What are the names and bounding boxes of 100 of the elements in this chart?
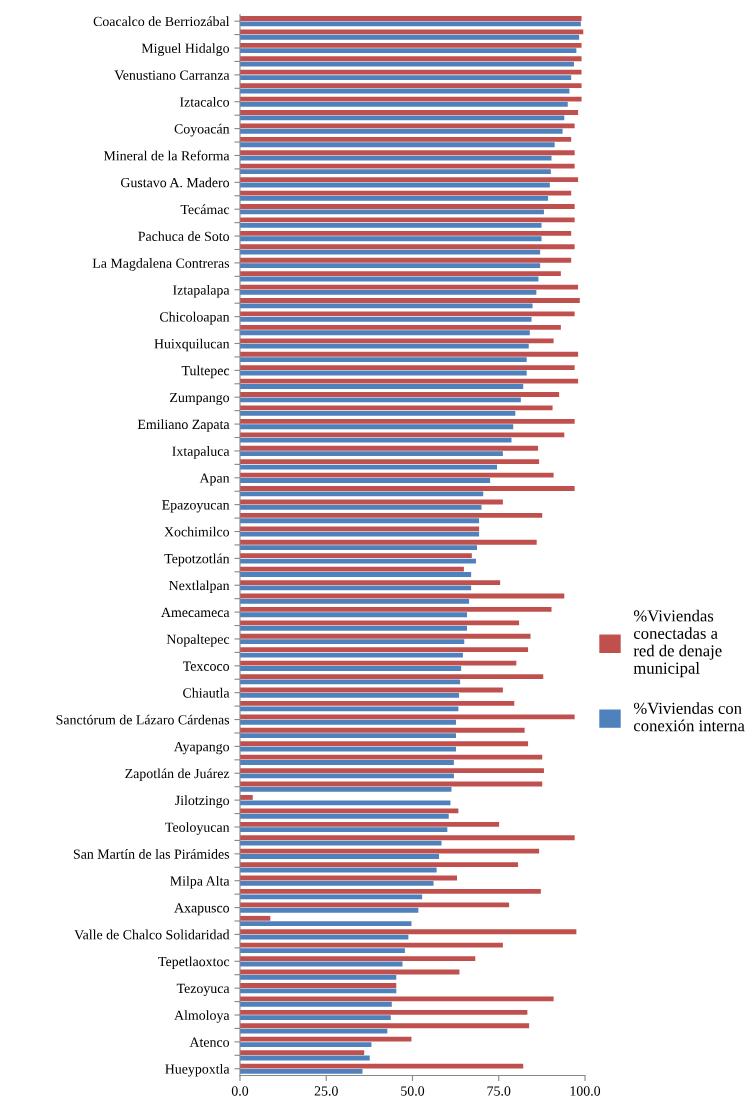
bar <box>240 222 542 228</box>
y-tick-label: Teoloyucan <box>165 822 230 835</box>
bar <box>240 741 529 747</box>
bar <box>240 263 541 269</box>
bar <box>240 1069 363 1074</box>
bar <box>240 840 442 846</box>
bar <box>240 633 531 639</box>
bar <box>240 478 491 483</box>
y-tick-label: Iztapalapa <box>173 284 230 298</box>
bar <box>240 1009 528 1015</box>
bar <box>240 123 575 129</box>
bar <box>240 142 555 148</box>
bar <box>240 800 451 806</box>
bar <box>240 827 448 833</box>
bar <box>240 298 580 303</box>
y-tick-label: Emiliano Zapata <box>137 419 230 432</box>
bar <box>240 1023 530 1029</box>
bar <box>240 625 468 631</box>
y-tick-label: Venustiano Carranza <box>114 70 230 80</box>
bar <box>240 701 515 706</box>
bar <box>240 934 409 940</box>
bar <box>240 378 579 384</box>
bar <box>240 996 554 1002</box>
y-tick-label: Apan <box>199 473 230 486</box>
bar <box>240 437 512 443</box>
bar <box>240 110 579 115</box>
bar <box>240 948 405 953</box>
y-tick-label: Zumpango <box>170 392 230 406</box>
bar <box>240 956 476 962</box>
bar <box>240 719 456 725</box>
y-tick-label: Tecámac <box>180 204 230 215</box>
bar <box>240 768 544 773</box>
bar <box>240 727 525 733</box>
bar <box>240 531 480 537</box>
bar <box>240 566 464 572</box>
y-tick-label: Coyoacán <box>174 123 230 137</box>
bar <box>240 921 412 927</box>
bar <box>240 155 552 161</box>
bar <box>240 486 575 491</box>
y-tick-label: Mineral de la Reforma <box>103 150 230 161</box>
y-tick-label: Nextlalpan <box>169 580 230 594</box>
y-tick-label: Tepetlaoxtoc <box>158 956 230 970</box>
bar <box>240 692 460 698</box>
bar <box>240 795 253 800</box>
bar <box>240 760 454 765</box>
bar <box>240 472 554 478</box>
bar <box>240 1001 392 1007</box>
bar <box>240 974 397 980</box>
bar <box>240 48 577 54</box>
y-tick-label: Valle de Chalco Solidaridad <box>74 929 230 940</box>
bar <box>240 862 519 868</box>
bar <box>240 150 575 156</box>
bar <box>240 580 501 585</box>
bar <box>240 351 579 357</box>
bar <box>240 209 544 215</box>
y-tick-label: Almoloya <box>174 1010 230 1023</box>
bar <box>240 29 584 35</box>
bar <box>240 230 572 236</box>
bar <box>240 257 572 263</box>
bar <box>240 512 543 518</box>
bar <box>240 343 529 349</box>
y-tick-label: Ayapango <box>173 742 230 755</box>
bar <box>240 204 575 209</box>
bar <box>240 397 521 403</box>
bar <box>240 445 539 451</box>
y-tick-label: Milpa Alta <box>170 875 230 889</box>
bar <box>240 432 565 438</box>
bar <box>240 539 537 545</box>
bar <box>240 518 480 524</box>
bar <box>240 988 397 994</box>
bar <box>240 714 575 720</box>
bar <box>240 21 581 27</box>
bar <box>240 491 484 497</box>
bar <box>240 330 530 336</box>
y-tick-label: Texcoco <box>182 661 230 671</box>
x-tick-label: 25.0 <box>314 1086 338 1096</box>
bar <box>240 553 472 559</box>
bar <box>240 1036 412 1042</box>
bar <box>240 674 544 679</box>
legend-label: %Viviendas conectadas a red de denaje municipal <box>633 609 722 678</box>
y-tick-label: Ixtapaluca <box>172 446 230 459</box>
y-tick-label: Coacalco de Berriozábal <box>93 16 230 27</box>
y-tick-label: San Martín de las Pirámides <box>73 849 230 859</box>
y-tick-label: Chiautla <box>183 687 230 698</box>
y-tick-label: Sanctórum de Lázaro Cárdenas <box>56 714 230 725</box>
bar <box>240 545 478 551</box>
bar <box>240 392 560 397</box>
bar <box>240 1028 388 1034</box>
bar <box>240 1050 365 1056</box>
bar <box>240 56 582 62</box>
bar <box>240 572 472 577</box>
bar <box>240 835 575 841</box>
bar <box>240 606 552 612</box>
bar <box>240 69 582 75</box>
bar <box>240 612 468 618</box>
bar <box>240 848 540 854</box>
bar <box>240 244 575 250</box>
bar <box>240 504 482 510</box>
bar <box>240 136 572 142</box>
bar <box>240 34 580 40</box>
